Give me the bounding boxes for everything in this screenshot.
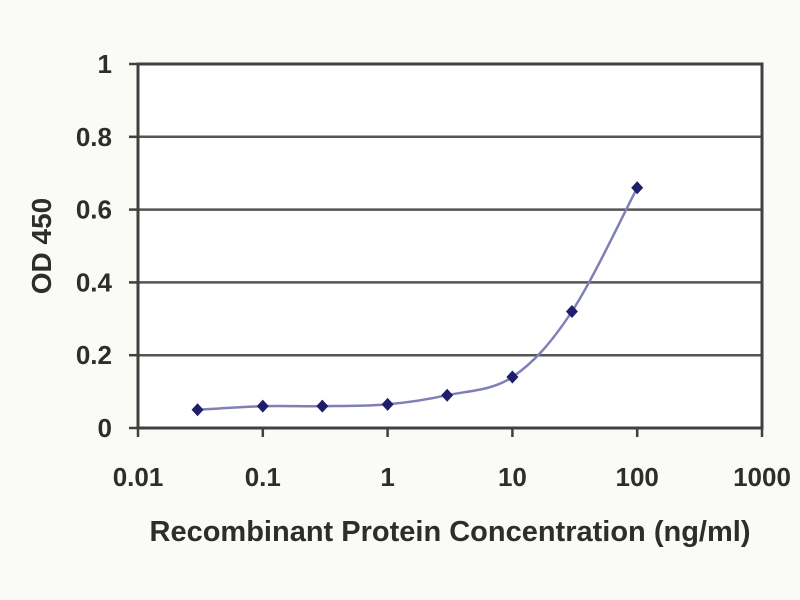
x-tick-label: 0.1 [245, 462, 281, 492]
x-tick-label: 10 [498, 462, 527, 492]
data-point-marker [381, 397, 394, 411]
y-tick-label: 0.6 [76, 195, 112, 225]
x-tick-label: 1 [380, 462, 394, 492]
y-tick-label: 0.8 [76, 122, 112, 152]
data-point-marker [565, 305, 578, 319]
plot-border [136, 62, 764, 430]
data-point-marker [256, 399, 269, 413]
x-tick-label: 0.01 [113, 462, 164, 492]
data-point-marker [441, 388, 454, 402]
x-tick-label: 1000 [733, 462, 791, 492]
data-point-marker [316, 399, 329, 413]
y-axis-title: OD 450 [26, 197, 57, 295]
x-tick-label: 100 [616, 462, 659, 492]
data-point-marker [191, 403, 204, 417]
x-axis-title: Recombinant Protein Concentration (ng/ml… [149, 516, 751, 548]
y-tick-label: 1 [98, 49, 112, 79]
y-tick-label: 0.4 [76, 267, 113, 297]
data-point-marker [631, 181, 644, 195]
y-tick-label: 0 [98, 413, 112, 443]
data-point-marker [506, 370, 519, 384]
plot-background [138, 64, 762, 428]
y-tick-label: 0.2 [76, 340, 112, 370]
